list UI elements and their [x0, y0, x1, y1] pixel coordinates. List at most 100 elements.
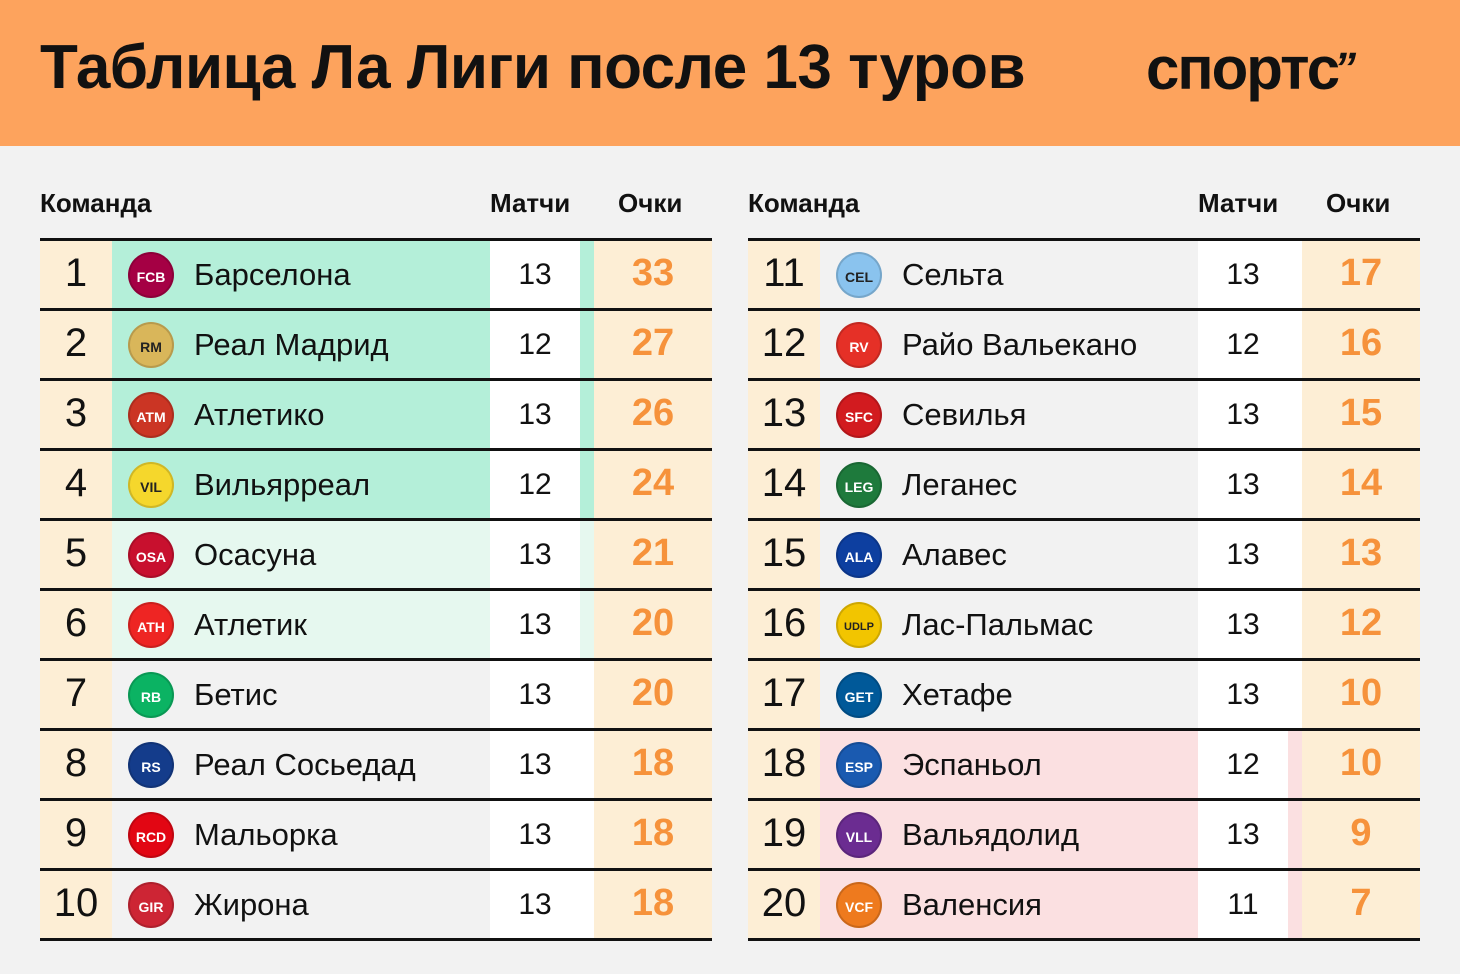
team-name[interactable]: Вальядолид	[902, 817, 1080, 852]
table-row[interactable]: 5 OSA Осасуна 13 21	[40, 521, 712, 591]
zone-strip	[580, 521, 594, 588]
team-cell: GET Хетафе	[820, 661, 1198, 728]
team-name[interactable]: Валенсия	[902, 887, 1042, 922]
standings-table-left: 1 FCB Барселона 13 33 2 RM Реал Мадрид 12 27 3 ATM А…	[40, 238, 712, 941]
atletico-crest-icon: ATM	[128, 392, 174, 438]
position-cell: 8	[40, 731, 112, 798]
points-cell: 26	[594, 381, 712, 448]
team-name[interactable]: Осасуна	[194, 537, 317, 572]
position-cell: 9	[40, 801, 112, 868]
team-cell: FCB Барселона	[112, 241, 490, 308]
points-cell: 20	[594, 591, 712, 658]
team-name[interactable]: Реал Сосьедад	[194, 747, 416, 782]
team-cell: GIR Жирона	[112, 871, 490, 938]
zone-strip	[580, 731, 594, 798]
position-cell: 2	[40, 311, 112, 378]
table-row[interactable]: 20 VCF Валенсия 11 7	[748, 871, 1420, 941]
points-cell: 18	[594, 731, 712, 798]
celta-crest-icon: CEL	[836, 252, 882, 298]
table-row[interactable]: 9 RCD Мальорка 13 18	[40, 801, 712, 871]
team-name[interactable]: Реал Мадрид	[194, 327, 389, 362]
points-cell: 16	[1302, 311, 1420, 378]
zone-strip	[580, 661, 594, 728]
zone-strip	[1288, 661, 1302, 728]
matches-cell: 13	[1198, 801, 1288, 868]
position-cell: 13	[748, 381, 820, 448]
team-cell: LEG Леганес	[820, 451, 1198, 518]
position-cell: 14	[748, 451, 820, 518]
points-cell: 10	[1302, 731, 1420, 798]
table-row[interactable]: 18 ESP Эспаньол 12 10	[748, 731, 1420, 801]
position-cell: 7	[40, 661, 112, 728]
team-cell: CEL Сельта	[820, 241, 1198, 308]
zone-strip	[1288, 731, 1302, 798]
team-name[interactable]: Вильярреал	[194, 467, 371, 502]
team-name[interactable]: Севилья	[902, 397, 1027, 432]
page-title: Таблица Ла Лиги после 13 туров	[40, 33, 1026, 102]
matches-cell: 13	[490, 521, 580, 588]
team-name[interactable]: Лас-Пальмас	[902, 607, 1094, 642]
points-cell: 12	[1302, 591, 1420, 658]
points-cell: 18	[594, 801, 712, 868]
position-cell: 16	[748, 591, 820, 658]
sports-ru-logo[interactable]: спортс”	[1146, 34, 1359, 104]
girona-crest-icon: GIR	[128, 882, 174, 928]
column-header-points: Очки	[1326, 188, 1391, 218]
points-cell: 7	[1302, 871, 1420, 938]
team-name[interactable]: Атлетико	[194, 397, 325, 432]
position-cell: 12	[748, 311, 820, 378]
table-row[interactable]: 13 SFC Севилья 13 15	[748, 381, 1420, 451]
sevilla-crest-icon: SFC	[836, 392, 882, 438]
table-row[interactable]: 19 VLL Вальядолид 13 9	[748, 801, 1420, 871]
table-row[interactable]: 2 RM Реал Мадрид 12 27	[40, 311, 712, 381]
team-name[interactable]: Леганес	[902, 467, 1018, 502]
table-row[interactable]: 10 GIR Жирона 13 18	[40, 871, 712, 941]
zone-strip	[1288, 591, 1302, 658]
table-row[interactable]: 12 RV Райо Вальекано 12 16	[748, 311, 1420, 381]
header-bar: Таблица Ла Лиги после 13 туров спортс”	[0, 0, 1460, 146]
points-cell: 9	[1302, 801, 1420, 868]
column-header-matches: Матчи	[490, 188, 571, 218]
real-madrid-crest-icon: RM	[128, 322, 174, 368]
table-row[interactable]: 1 FCB Барселона 13 33	[40, 241, 712, 311]
points-cell: 17	[1302, 241, 1420, 308]
table-row[interactable]: 14 LEG Леганес 13 14	[748, 451, 1420, 521]
logo-text: спортс	[1146, 35, 1340, 102]
team-name[interactable]: Барселона	[194, 257, 351, 292]
athletic-crest-icon: ATH	[128, 602, 174, 648]
table-row[interactable]: 16 UDLP Лас-Пальмас 13 12	[748, 591, 1420, 661]
matches-cell: 13	[490, 591, 580, 658]
standings-right-panel: Команда Матчи Очки 11 CEL Сельта 13 17 12 RV Ра…	[748, 180, 1420, 941]
team-name[interactable]: Атлетик	[194, 607, 307, 642]
team-name[interactable]: Алавес	[902, 537, 1007, 572]
standings-left-panel: Команда Матчи Очки 1 FCB Барселона 13 33 2 RM Р…	[40, 180, 712, 941]
points-cell: 21	[594, 521, 712, 588]
rayo-crest-icon: RV	[836, 322, 882, 368]
team-name[interactable]: Райо Вальекано	[902, 327, 1138, 362]
team-name[interactable]: Хетафе	[902, 677, 1013, 712]
table-row[interactable]: 4 VIL Вильярреал 12 24	[40, 451, 712, 521]
team-name[interactable]: Мальорка	[194, 817, 338, 852]
team-name[interactable]: Бетис	[194, 677, 278, 712]
table-row[interactable]: 6 ATH Атлетик 13 20	[40, 591, 712, 661]
points-cell: 27	[594, 311, 712, 378]
table-row[interactable]: 17 GET Хетафе 13 10	[748, 661, 1420, 731]
matches-cell: 13	[490, 731, 580, 798]
table-row[interactable]: 11 CEL Сельта 13 17	[748, 241, 1420, 311]
team-name[interactable]: Жирона	[194, 887, 309, 922]
team-cell: RCD Мальорка	[112, 801, 490, 868]
matches-cell: 13	[490, 381, 580, 448]
table-row[interactable]: 7 RB Бетис 13 20	[40, 661, 712, 731]
zone-strip	[580, 451, 594, 518]
team-cell: VIL Вильярреал	[112, 451, 490, 518]
points-cell: 24	[594, 451, 712, 518]
matches-cell: 12	[490, 451, 580, 518]
table-row[interactable]: 8 RS Реал Сосьедад 13 18	[40, 731, 712, 801]
team-name[interactable]: Эспаньол	[902, 747, 1042, 782]
team-name[interactable]: Сельта	[902, 257, 1004, 292]
table-row[interactable]: 3 ATM Атлетико 13 26	[40, 381, 712, 451]
table-row[interactable]: 15 ALA Алавес 13 13	[748, 521, 1420, 591]
column-header-points: Очки	[618, 188, 683, 218]
las-palmas-crest-icon: UDLP	[836, 602, 882, 648]
position-cell: 6	[40, 591, 112, 658]
